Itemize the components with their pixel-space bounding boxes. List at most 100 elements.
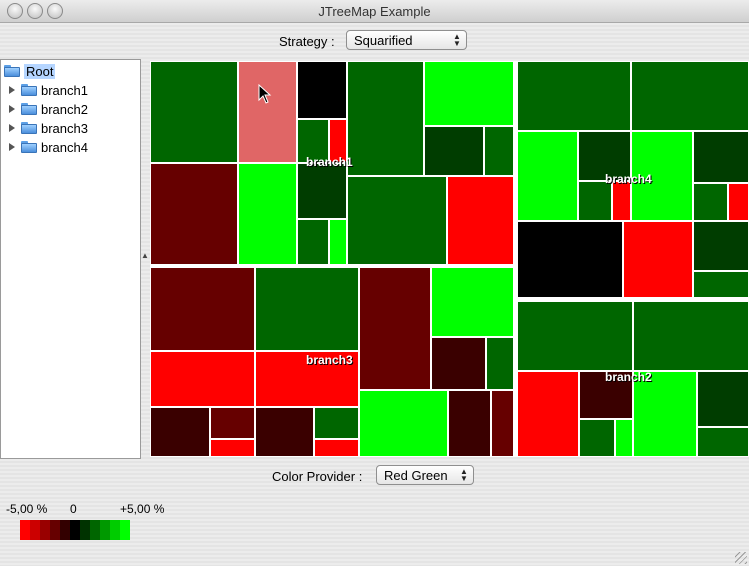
mouse-pointer-icon	[258, 84, 272, 104]
treemap-cell[interactable]	[238, 163, 297, 265]
split-pane-divider-arrow-icon[interactable]: ▲	[141, 251, 149, 260]
treemap-cell[interactable]	[314, 407, 359, 439]
tree-item-root-label: Root	[24, 63, 56, 79]
treemap-cell[interactable]	[517, 131, 578, 221]
treemap-cell[interactable]	[150, 351, 255, 407]
treemap-cell[interactable]	[697, 371, 749, 427]
treemap-cell[interactable]	[448, 390, 491, 457]
treemap-cell[interactable]	[431, 337, 486, 390]
treemap-cell[interactable]	[693, 183, 728, 221]
expand-triangle-icon[interactable]	[9, 124, 15, 132]
treemap-cell[interactable]	[347, 61, 424, 176]
legend-zero-label: 0	[70, 502, 77, 516]
branch-separator	[517, 298, 749, 301]
treemap-cell[interactable]	[150, 267, 255, 351]
legend-swatch	[110, 520, 120, 540]
legend-swatch	[80, 520, 90, 540]
expand-triangle-icon[interactable]	[9, 105, 15, 113]
branch-separator	[514, 61, 517, 457]
legend-min-label: -5,00 %	[6, 502, 48, 516]
minimize-window-button[interactable]	[27, 3, 43, 19]
treemap-cell[interactable]	[697, 427, 749, 457]
title-bar: JTreeMap Example	[0, 0, 749, 23]
treemap-cell[interactable]	[517, 301, 633, 371]
treemap-cell[interactable]	[491, 390, 514, 457]
treemap-cell[interactable]	[210, 407, 255, 439]
treemap-cell[interactable]	[728, 183, 749, 221]
close-window-button[interactable]	[7, 3, 23, 19]
zoom-window-button[interactable]	[47, 3, 63, 19]
tree-item-branch3[interactable]: branch3	[9, 119, 88, 137]
treemap-cell[interactable]	[210, 439, 255, 457]
treemap-cell[interactable]	[615, 419, 633, 457]
expand-triangle-icon[interactable]	[9, 86, 15, 94]
legend-swatch	[40, 520, 50, 540]
tree-panel[interactable]: Root branch1 branch2 branch3 branch4	[0, 59, 141, 459]
tree-item-branch1[interactable]: branch1	[9, 81, 88, 99]
legend-swatch	[70, 520, 80, 540]
tree-item-root[interactable]: Root	[4, 62, 56, 80]
tree-item-label: branch1	[41, 82, 88, 98]
treemap-cell[interactable]	[578, 131, 631, 181]
treemap-cell[interactable]	[150, 61, 238, 163]
window-title: JTreeMap Example	[318, 4, 431, 19]
updown-arrows-icon: ▲ ▼	[460, 467, 468, 483]
folder-icon	[21, 122, 37, 134]
treemap-cell[interactable]	[329, 219, 347, 265]
strategy-value: Squarified	[354, 33, 413, 48]
treemap-cell[interactable]	[631, 61, 749, 131]
treemap-cell[interactable]	[484, 126, 514, 176]
treemap-cell[interactable]	[150, 407, 210, 457]
legend-swatch	[50, 520, 60, 540]
treemap-cell[interactable]	[631, 131, 693, 221]
folder-icon	[21, 141, 37, 153]
treemap-cell[interactable]	[255, 407, 314, 457]
treemap-cell[interactable]	[424, 61, 514, 126]
treemap-cell[interactable]	[297, 61, 347, 119]
tree-item-branch2[interactable]: branch2	[9, 100, 88, 118]
treemap-cell[interactable]	[255, 267, 359, 351]
legend-swatch	[20, 520, 30, 540]
strategy-select[interactable]: Squarified ▲ ▼	[346, 30, 467, 50]
treemap-cell[interactable]	[633, 301, 749, 371]
branch-label-branch4: branch4	[605, 172, 652, 186]
resize-grip-icon[interactable]	[735, 552, 747, 564]
treemap-cell[interactable]	[150, 163, 238, 265]
treemap-cell[interactable]	[347, 176, 447, 265]
tree-item-label: branch3	[41, 120, 88, 136]
treemap-cell[interactable]	[255, 351, 359, 407]
treemap-cell[interactable]	[297, 119, 329, 163]
treemap-cell[interactable]	[693, 221, 749, 271]
updown-arrows-icon: ▲ ▼	[453, 32, 461, 48]
treemap-cell[interactable]	[517, 221, 623, 298]
treemap-cell-selected[interactable]	[238, 61, 297, 163]
treemap-cell[interactable]	[486, 337, 514, 390]
treemap-cell[interactable]	[359, 267, 431, 390]
treemap-view[interactable]: branch1 branch4 branch3 branch2	[150, 61, 749, 457]
treemap-cell[interactable]	[693, 131, 749, 183]
treemap-cell[interactable]	[633, 371, 697, 457]
treemap-cell[interactable]	[297, 219, 329, 265]
treemap-cell[interactable]	[424, 126, 484, 176]
treemap-cell[interactable]	[447, 176, 514, 265]
tree-item-branch4[interactable]: branch4	[9, 138, 88, 156]
expand-triangle-icon[interactable]	[9, 143, 15, 151]
treemap-cell[interactable]	[314, 439, 359, 457]
tree-item-label: branch4	[41, 139, 88, 155]
legend-swatch	[30, 520, 40, 540]
treemap-cell[interactable]	[431, 267, 514, 337]
treemap-cell[interactable]	[578, 181, 612, 221]
treemap-cell[interactable]	[517, 61, 631, 131]
treemap-cell[interactable]	[612, 181, 631, 221]
treemap-cell[interactable]	[579, 419, 615, 457]
treemap-cell[interactable]	[329, 119, 347, 163]
treemap-cell[interactable]	[359, 390, 448, 457]
color-provider-label: Color Provider :	[272, 469, 363, 484]
treemap-cell[interactable]	[579, 371, 633, 419]
treemap-cell[interactable]	[693, 271, 749, 298]
treemap-cell[interactable]	[623, 221, 693, 298]
folder-icon	[21, 84, 37, 96]
treemap-cell[interactable]	[517, 371, 579, 457]
treemap-cell[interactable]	[297, 163, 347, 219]
color-provider-select[interactable]: Red Green ▲ ▼	[376, 465, 474, 485]
